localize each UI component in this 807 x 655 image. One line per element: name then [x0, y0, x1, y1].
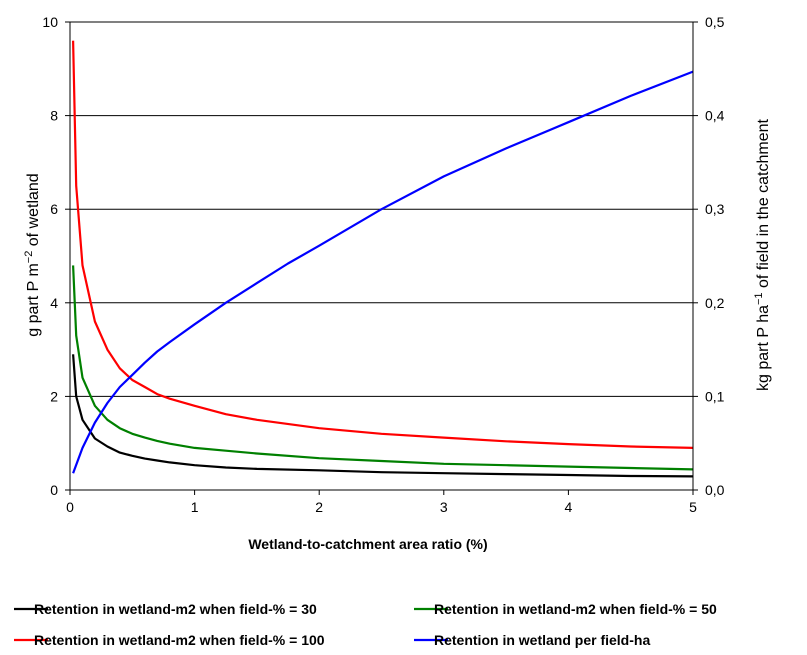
- legend-label-2: Retention in wetland-m2 when field-% = 1…: [34, 632, 325, 648]
- tick-labels: 0 0,0 2 0,1 4 0,2 6 0,3 8 0,4 10 0,5 0 1 2 3 4 5: [42, 14, 724, 515]
- legend: Retention in wetland-m2 when field-% = 3…: [14, 601, 717, 648]
- x-tick-label: 3: [440, 499, 448, 515]
- y-left-tick-label: 0: [50, 482, 58, 498]
- y-right-title-pre: kg part P ha: [755, 305, 772, 391]
- series-line-0: [72, 354, 694, 478]
- y-left-tick-label: 4: [50, 295, 58, 311]
- series-line-3: [72, 70, 694, 474]
- y-right-tick-label: 0,0: [705, 482, 725, 498]
- x-tick-label: 1: [191, 499, 199, 515]
- x-axis-title: Wetland-to-catchment area ratio (%): [248, 536, 487, 552]
- x-tick-label: 4: [565, 499, 573, 515]
- series-line-1: [72, 265, 694, 471]
- y-right-tick-label: 0,1: [705, 388, 725, 404]
- y-axis-right-title: kg part P ha−1 of field in the catchment: [753, 118, 772, 391]
- legend-label-1: Retention in wetland-m2 when field-% = 5…: [434, 601, 717, 617]
- y-left-tick-label: 2: [50, 388, 58, 404]
- y-left-tick-label: 8: [50, 108, 58, 124]
- y-axis-left-title: g part P m−2 of wetland: [23, 173, 42, 336]
- y-left-title-post: of wetland: [25, 173, 42, 250]
- y-left-title-pre: g part P m: [25, 263, 42, 337]
- x-tick-label: 0: [66, 499, 74, 515]
- series-lines: [72, 40, 694, 478]
- x-tick-label: 2: [315, 499, 323, 515]
- y-right-tick-label: 0,2: [705, 295, 725, 311]
- y-left-title-sup: −2: [23, 251, 35, 264]
- legend-label-3: Retention in wetland per field-ha: [434, 632, 650, 648]
- y-left-tick-label: 6: [50, 201, 58, 217]
- y-left-tick-label: 10: [42, 14, 58, 30]
- y-right-title-post: of field in the catchment: [755, 118, 772, 292]
- y-right-tick-label: 0,4: [705, 108, 725, 124]
- x-tick-label: 5: [689, 499, 697, 515]
- gridlines: [70, 115, 693, 397]
- y-right-tick-label: 0,5: [705, 14, 725, 30]
- plot-frame: [69, 21, 694, 491]
- series-line-2: [72, 40, 694, 449]
- axes: [65, 21, 698, 495]
- y-right-tick-label: 0,3: [705, 201, 725, 217]
- y-right-title-sup: −1: [753, 292, 765, 305]
- legend-label-0: Retention in wetland-m2 when field-% = 3…: [34, 601, 317, 617]
